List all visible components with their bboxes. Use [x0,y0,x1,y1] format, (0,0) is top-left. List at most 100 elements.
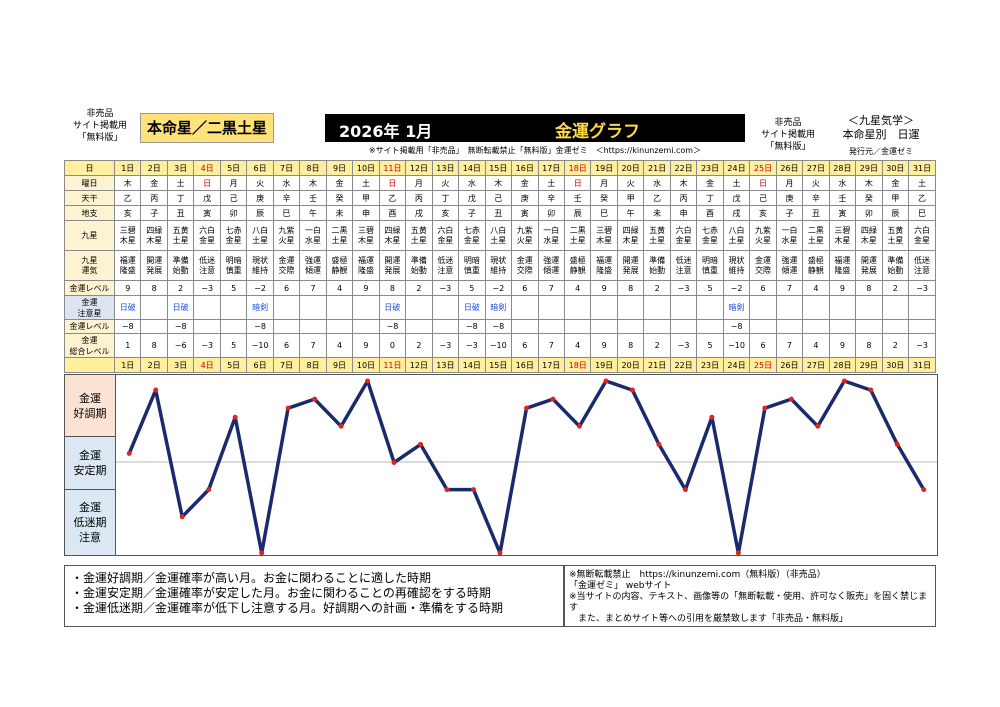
shi-row-cell: 戌 [722,205,751,221]
caution-row-cell [537,295,565,320]
level-row-cell: 5 [696,280,724,296]
day-row-cell: 4日 [193,160,221,176]
copyright-1: ※無断転載禁止 https://kinunzemi.com（無料版）（非売品） [569,570,826,580]
shi-row-cell: 午 [616,205,645,221]
level2-row-cell: −8 [166,319,195,334]
kan-row-cell: 癸 [590,190,618,206]
data-point [603,378,609,384]
chart-area: 金運 好調期 金運 安定期 金運 低迷期 注意 [64,374,938,556]
left-note-2: サイト掲載用 [72,121,127,131]
zone-low-label: 金運 低迷期 注意 [73,501,107,544]
kan-row-cell: 甲 [881,190,910,206]
day-row-cell: 28日 [828,160,857,176]
data-point [179,514,185,520]
caution-row-cell [140,295,168,320]
data-point [285,405,291,411]
total-row-cell: −6 [166,333,195,358]
day-row-bottom-cell: 14日 [458,357,486,373]
star-row-cell: 八白 土星 [484,220,513,251]
data-point [629,387,635,393]
data-point [259,550,265,556]
caution-row-cell [881,295,910,320]
data-point [921,487,927,493]
level-row-cell: 6 [272,280,301,296]
day-row-bottom-cell: 17日 [537,357,565,373]
fortune-row-cell: 福運 隆盛 [590,250,618,281]
day-row-cell: 12日 [405,160,433,176]
level2-row-cell [325,319,354,334]
total-row-cell: 2 [881,333,910,358]
kan-row-cell: 丙 [405,190,433,206]
day-row-cell: 19日 [590,160,618,176]
total-row-cell: 2 [405,333,433,358]
level2-row-cell [881,319,910,334]
star-row-cell: 一白 水星 [299,220,327,251]
level-row-cell: 8 [378,280,407,296]
total-row-cell: −3 [431,333,460,358]
right-title-2: 本命星別 日運 [842,128,920,141]
line-chart [116,378,937,556]
legend-box: ・金運好調期／金運確率が高い月。お金に関わることに適した時期 ・金運安定期／金運… [64,565,564,627]
level-row-cell: −2 [246,280,274,296]
publisher: 発行元／金運ゼミ [849,147,913,156]
day-row-bottom-cell: 3日 [166,357,195,373]
day-row-bottom-cell: 2日 [140,357,168,373]
level-row-cell: 9 [590,280,618,296]
fortune-row-cell: 金運 交際 [272,250,301,281]
data-point [709,414,715,420]
star-row-cell: 九紫 火星 [272,220,301,251]
star-row-cell: 五黄 土星 [405,220,433,251]
caution-row-cell [855,295,883,320]
star-title: 本命星／二黒土星 [140,113,274,143]
day-row-bottom-cell: 5日 [219,357,248,373]
legend-stable: ・金運安定期／金運確率が安定した月。お金に関わることの再確認をする時期 [71,586,491,600]
fortune-row-cell: 開運 発展 [616,250,645,281]
star-row-cell: 三碧 木星 [113,220,142,251]
shi-row-cell: 亥 [113,205,142,221]
zone-good-label: 金運 好調期 [73,391,107,420]
total-row-cell: 9 [828,333,857,358]
fortune-row-cell: 盛極 静観 [802,250,830,281]
kan-row-cell: 壬 [828,190,857,206]
weekday-row-cell: 火 [246,175,274,191]
weekday-row: 曜日木金土日月火水木金土日月火水木金土日月火水木金土日月火水木金土 [64,175,936,191]
level2-row-cell [405,319,433,334]
level2-row-cell: −8 [378,319,407,334]
shi-row-cell: 未 [643,205,671,221]
level-row-cell: 9 [352,280,380,296]
copyright-3: ※当サイトの内容、テキスト、画像等の「無断転載・使用、許可なく販売」を固く禁じま… [569,592,928,613]
fortune-row-cell: 盛極 静観 [325,250,354,281]
caution-row-cell: 暗剣 [484,295,513,320]
level2-row-cell [616,319,645,334]
level-row-cell: 8 [855,280,883,296]
day-row-cell: 16日 [511,160,539,176]
caution-row-cell [352,295,380,320]
weekday-row-cell: 月 [590,175,618,191]
fortune-row-cell: 強運 傾運 [775,250,804,281]
kan-row-cell: 癸 [325,190,354,206]
fortune-row-cell: 低迷 注意 [908,250,936,281]
shi-row-cell: 卯 [219,205,248,221]
caution-row-label: 金運 注意星 [64,295,115,320]
day-row-bottom-cell: 19日 [590,357,618,373]
weekday-row-label: 曜日 [64,175,115,191]
kan-row-cell: 辛 [537,190,565,206]
star-row-cell: 一白 水星 [537,220,565,251]
shi-row-cell: 寅 [193,205,221,221]
day-row-cell: 13日 [431,160,460,176]
weekday-row-cell: 月 [405,175,433,191]
day-row-cell: 31日 [908,160,936,176]
legend-good: ・金運好調期／金運確率が高い月。お金に関わることに適した時期 [71,571,432,585]
shi-row-cell: 丑 [484,205,513,221]
shi-row-label: 地支 [64,205,115,221]
level-row-cell: 2 [405,280,433,296]
star-row-cell: 六白 金星 [193,220,221,251]
weekday-row-cell: 木 [855,175,883,191]
day-row-bottom-cell: 30日 [881,357,910,373]
total-row-cell: −10 [246,333,274,358]
kan-row-cell: 己 [484,190,513,206]
level2-row-cell [643,319,671,334]
data-point [815,423,821,429]
star-row: 九星 三碧 木星 四緑 木星 五黄 土星 六白 金星 七赤 金星 八白 土星 九紫 火星 一白 … [64,220,936,251]
shi-row-cell: 亥 [749,205,777,221]
